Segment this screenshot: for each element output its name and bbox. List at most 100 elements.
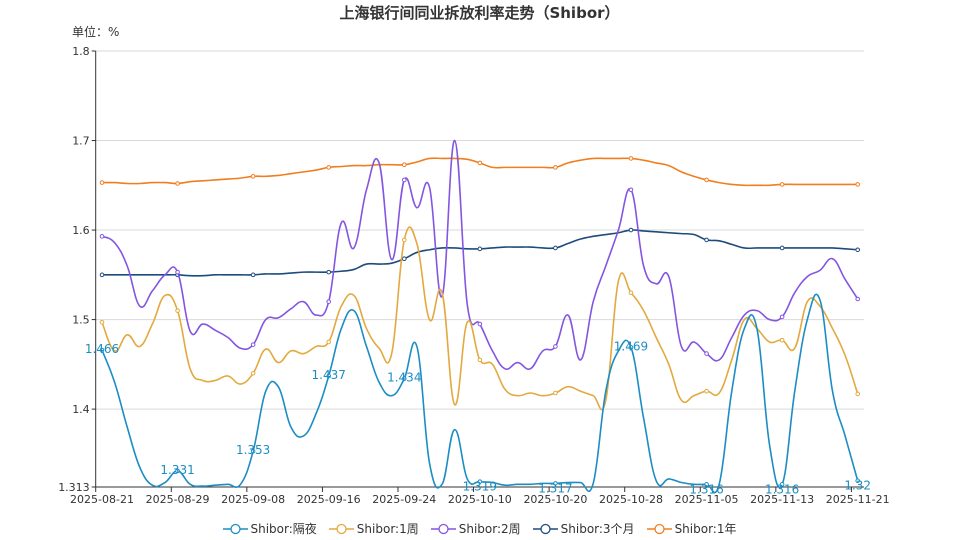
data-point [326, 165, 332, 170]
chart-title: 上海银行间同业拆放利率走势（Shibor） [339, 4, 620, 22]
data-point [477, 479, 483, 484]
legend-line-circle-icon [646, 523, 672, 534]
data-label: 1.469 [614, 339, 648, 353]
data-label: 1.316 [689, 482, 723, 496]
y-tick-label: 1.7 [72, 135, 90, 148]
legend-line-circle-icon [430, 523, 456, 534]
data-point [855, 478, 861, 484]
legend-item[interactable]: Shibor:1年 [646, 520, 737, 537]
data-point [855, 247, 861, 253]
data-label: 1.32 [844, 479, 871, 493]
data-point [326, 339, 332, 345]
x-tick-label: 2025-08-29 [146, 493, 210, 506]
data-point [628, 156, 634, 161]
legend-label: Shibor:1年 [674, 522, 737, 536]
series-line [101, 226, 859, 411]
x-tick-label: 2025-08-21 [70, 493, 134, 506]
series-4 [99, 156, 861, 187]
data-label: 1.353 [236, 443, 270, 457]
y-tick-label: 1.8 [72, 45, 90, 58]
data-point [401, 177, 407, 183]
x-tick-label: 2025-10-20 [523, 493, 587, 506]
legend-item[interactable]: Shibor:隔夜 [222, 520, 317, 537]
legend-item[interactable]: Shibor:3个月 [532, 520, 635, 537]
legend-line-circle-icon [328, 523, 354, 534]
legend-label: Shibor:3个月 [560, 522, 635, 536]
y-axis-unit-label: 单位：% [72, 25, 120, 39]
data-point [704, 388, 709, 394]
data-point [704, 237, 709, 243]
x-tick-label: 2025-11-21 [826, 493, 890, 506]
data-point [250, 272, 256, 278]
data-label: 1.437 [312, 368, 346, 382]
data-label: 1.319 [463, 480, 497, 494]
data-point [175, 181, 180, 186]
data-point [779, 314, 785, 320]
data-point [704, 482, 709, 487]
legend-label: Shibor:隔夜 [250, 522, 317, 536]
data-point [553, 344, 558, 349]
series-3 [99, 227, 861, 278]
y-tick-label: 1.5 [72, 314, 90, 327]
data-point [704, 177, 709, 183]
data-point [779, 482, 785, 487]
data-point [779, 182, 785, 187]
data-point [326, 373, 332, 379]
data-point [704, 351, 709, 356]
series-line [101, 229, 858, 277]
data-point [855, 391, 861, 397]
data-label: 1.466 [85, 342, 119, 356]
data-point [250, 448, 256, 454]
data-point [477, 160, 483, 166]
data-label: 1.331 [160, 463, 194, 477]
data-point [553, 481, 558, 486]
legend: Shibor:隔夜 Shibor:1周 Shibor:2周 Shibor:3个月 Shi… [0, 520, 959, 537]
data-point [401, 162, 407, 168]
x-tick-label: 2025-09-16 [297, 493, 361, 506]
data-point [250, 370, 256, 376]
legend-label: Shibor:2周 [458, 522, 521, 536]
legend-line-circle-icon [222, 523, 248, 534]
x-tick-label: 2025-10-28 [599, 493, 663, 506]
data-label: 1.434 [387, 371, 421, 385]
x-tick-label: 2025-11-05 [675, 493, 739, 506]
data-point [628, 345, 634, 350]
series-1 [99, 226, 861, 411]
legend-item[interactable]: Shibor:2周 [430, 520, 521, 537]
data-point [99, 272, 105, 278]
data-point [477, 246, 483, 252]
data-point [326, 269, 332, 275]
data-point [855, 182, 861, 187]
series-line [101, 139, 859, 371]
series-0: 1.466 1.331 1.353 1.437 1.434 1.319 1.317 1.469… [85, 293, 871, 496]
data-point [553, 390, 558, 396]
data-point [401, 376, 407, 381]
data-point [99, 347, 105, 353]
data-point [99, 180, 105, 185]
data-point [628, 290, 634, 296]
legend-label: Shibor:1周 [356, 522, 419, 536]
data-point [175, 468, 180, 474]
data-point [477, 357, 483, 363]
data-label: 1.317 [538, 481, 572, 495]
data-point [477, 321, 483, 327]
legend-line-circle-icon [532, 523, 558, 534]
series-line [101, 293, 859, 494]
data-point [326, 299, 332, 304]
x-tick-label: 2025-09-24 [372, 493, 436, 506]
data-point [99, 234, 105, 239]
data-point [175, 269, 180, 275]
data-point [401, 256, 407, 262]
data-point [779, 245, 785, 251]
x-tick-label: 2025-10-10 [448, 493, 512, 506]
data-label: 1.316 [765, 482, 799, 496]
data-point [553, 245, 558, 251]
data-point [401, 237, 407, 243]
x-tick-label: 2025-09-08 [221, 493, 285, 506]
legend-item[interactable]: Shibor:1周 [328, 520, 419, 537]
data-point [855, 296, 861, 302]
y-tick-label: 1.4 [72, 403, 90, 416]
data-point [99, 319, 105, 325]
y-tick-label: 1.6 [72, 224, 90, 237]
